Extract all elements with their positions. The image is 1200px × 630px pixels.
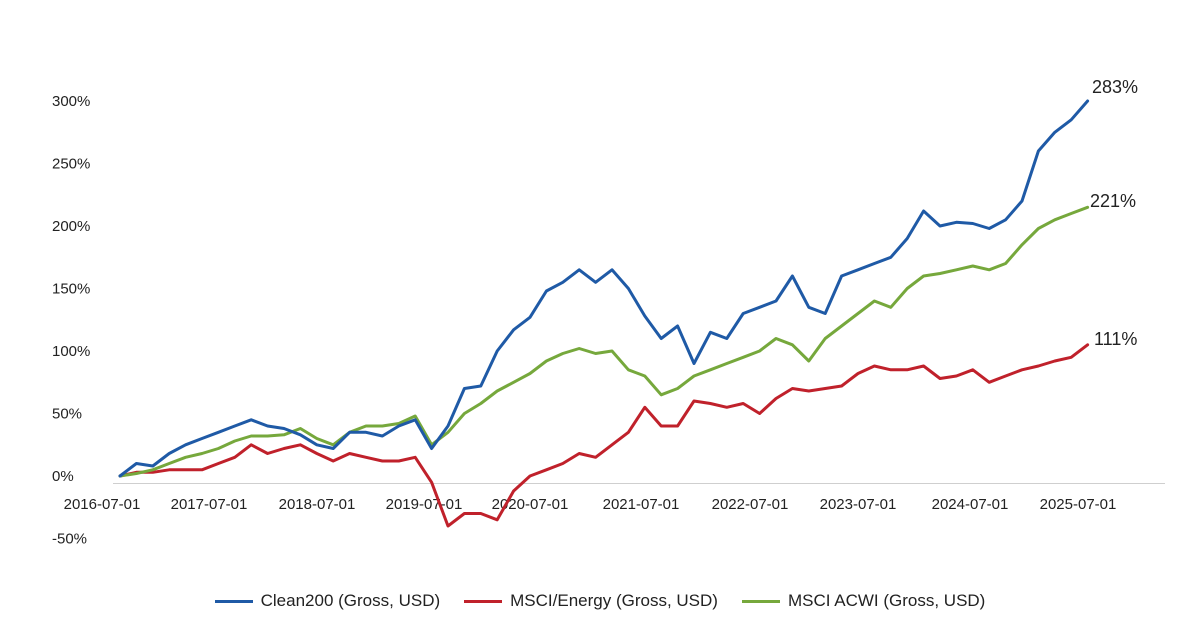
x-axis-tick-labels: 2016-07-01 2017-07-01 2018-07-01 2019-07-01… xyxy=(64,496,1117,513)
end-label-msci-acwi: 221% xyxy=(1090,191,1136,211)
x-tick-label: 2017-07-01 xyxy=(171,496,248,513)
x-tick-label: 2019-07-01 xyxy=(386,496,463,513)
series-line-clean200 xyxy=(118,99,1090,478)
legend-swatch-msci-energy xyxy=(464,599,503,603)
end-label-msci-energy: 111% xyxy=(1094,329,1137,349)
x-tick-label: 2024-07-01 xyxy=(932,496,1009,513)
y-axis-tick-labels: -50% 0% 50% 100% 150% 200% 250% 300% xyxy=(52,93,90,548)
y-tick-label: 100% xyxy=(52,343,90,360)
end-value-labels: 283% 111% 221% xyxy=(1090,77,1138,349)
x-tick-label: 2020-07-01 xyxy=(492,496,569,513)
y-tick-label: -50% xyxy=(52,531,87,548)
y-tick-label: 200% xyxy=(52,218,90,235)
legend: Clean200 (Gross, USD) MSCI/Energy (Gross… xyxy=(0,589,1200,613)
x-tick-label: 2018-07-01 xyxy=(279,496,356,513)
legend-item-clean200: Clean200 (Gross, USD) xyxy=(214,591,441,611)
x-tick-label: 2022-07-01 xyxy=(712,496,789,513)
series-line-msci-acwi xyxy=(118,205,1090,478)
series-lines xyxy=(118,99,1090,528)
y-tick-label: 50% xyxy=(52,406,82,423)
y-tick-label: 300% xyxy=(52,93,90,110)
x-tick-label: 2016-07-01 xyxy=(64,496,141,513)
legend-label-msci-acwi: MSCI ACWI (Gross, USD) xyxy=(787,591,986,610)
end-label-clean200: 283% xyxy=(1092,77,1138,97)
legend-swatch-msci-acwi xyxy=(741,599,780,603)
y-tick-label: 0% xyxy=(52,468,74,485)
legend-item-msci-energy: MSCI/Energy (Gross, USD) xyxy=(464,591,718,611)
y-tick-label: 250% xyxy=(52,156,90,173)
x-tick-label: 2021-07-01 xyxy=(603,496,680,513)
x-tick-label: 2025-07-01 xyxy=(1040,496,1117,513)
series-line-msci-energy xyxy=(118,343,1090,528)
legend-label-msci-energy: MSCI/Energy (Gross, USD) xyxy=(510,591,718,610)
x-tick-label: 2023-07-01 xyxy=(820,496,897,513)
legend-label-clean200: Clean200 (Gross, USD) xyxy=(260,591,441,610)
legend-swatch-clean200 xyxy=(214,599,253,603)
y-tick-label: 150% xyxy=(52,281,90,298)
legend-item-msci-acwi: MSCI ACWI (Gross, USD) xyxy=(741,591,986,611)
